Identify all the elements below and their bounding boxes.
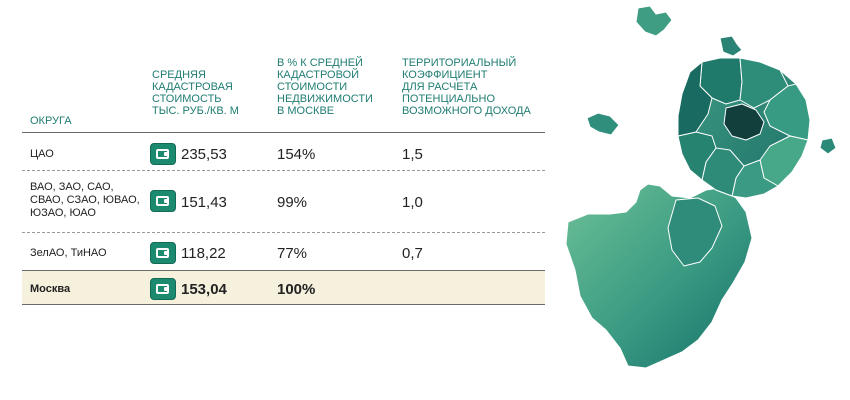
east-exclave-region (819, 137, 837, 155)
total-row (22, 271, 545, 304)
header-divider (22, 132, 545, 133)
coefficient-value: 1,0 (402, 194, 423, 211)
header-percent-of-average: В % К СРЕДНЕЙ КАДАСТРОВОЙ СТОИМОСТИ НЕДВ… (277, 57, 373, 117)
average-cost-value: 118,22 (181, 245, 226, 262)
coefficient-value: 1,5 (402, 146, 423, 163)
district-northwest (677, 61, 713, 137)
percent-value: 77% (277, 245, 308, 262)
coefficient-value: 0,7 (402, 245, 423, 262)
central-district (723, 103, 765, 141)
moscow-districts-map (565, 5, 837, 369)
average-cost-value: 151,43 (181, 194, 227, 211)
percent-value: 99% (277, 194, 308, 211)
zelenograd-region (635, 5, 673, 37)
header-average-cost: СРЕДНЯЯ КАДАСТРОВАЯ СТОИМОСТЬ тыс. руб./… (152, 69, 239, 117)
district-name: ЗелАО, ТиНАО (30, 247, 107, 259)
average-cost-value: 235,53 (181, 146, 227, 163)
header-territorial-coefficient: ТЕРРИТОРИАЛЬНЫЙ КОЭФФИЦИЕНТ ДЛЯ РАСЧЕТА … (402, 57, 531, 117)
header-districts: ОКРУГА (30, 115, 72, 127)
district-name: ВАО, ЗАО, САО, СВАО, СЗАО, ЮВАО, ЮЗАО, Ю… (30, 181, 140, 219)
wallet-icon (150, 143, 176, 165)
row-divider (22, 232, 545, 233)
north-exclave-region (719, 35, 743, 57)
row-divider (22, 170, 545, 171)
west-exclave-region (586, 112, 620, 136)
total-average-cost-value: 153,04 (181, 281, 227, 298)
new-moscow-region (565, 183, 753, 369)
total-top-divider (22, 270, 545, 271)
wallet-icon (150, 278, 176, 300)
total-percent-value: 100% (277, 281, 316, 298)
district-name: ЦАО (30, 148, 54, 160)
wallet-icon (150, 242, 176, 264)
total-bottom-divider (22, 304, 545, 305)
total-district-name: Москва (30, 283, 71, 295)
percent-value: 154% (277, 146, 316, 163)
new-moscow-district-inner (667, 197, 723, 267)
wallet-icon (150, 190, 176, 212)
